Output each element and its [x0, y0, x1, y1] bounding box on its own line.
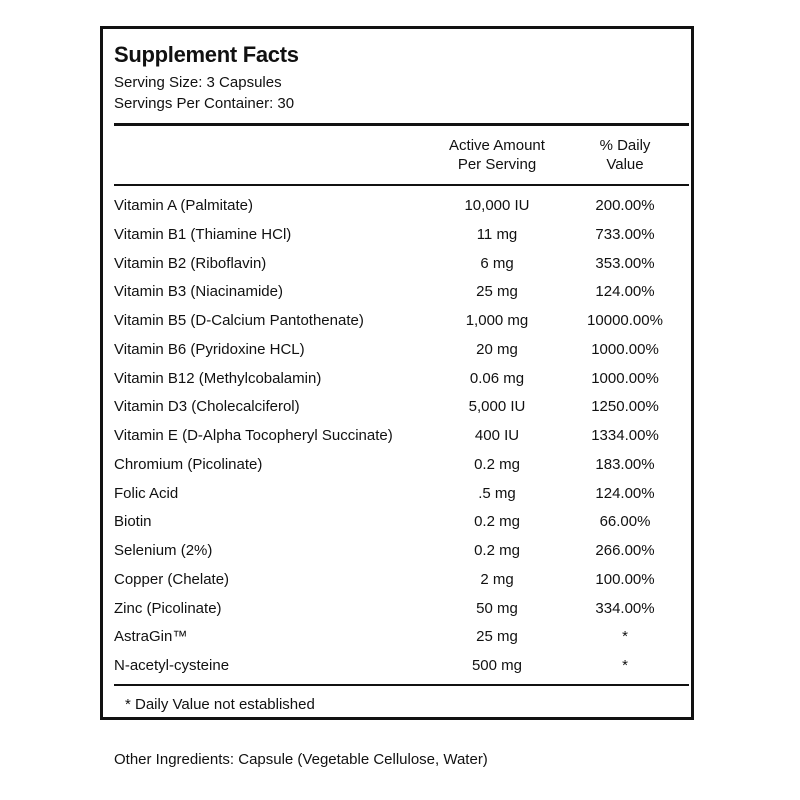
amount-per-serving: 50 mg	[476, 599, 518, 617]
column-header-dv-line1: % Daily	[599, 137, 651, 154]
nutrient-name: Biotin	[114, 513, 152, 531]
table-row: Selenium (2%) 0.2 mg 266.00%	[114, 537, 689, 566]
nutrient-name: Vitamin B1 (Thiamine HCl)	[114, 225, 292, 243]
daily-value-percent: 124.00%	[595, 484, 655, 502]
table-row: Vitamin B12 (Methylcobalamin) 0.06 mg 1000…	[114, 365, 689, 394]
servings-per-container: Servings Per Container: 30	[114, 95, 295, 112]
footnote: * Daily Value not established	[125, 696, 315, 713]
supplement-facts-panel: Supplement Facts Serving Size: 3 Capsule…	[100, 26, 694, 720]
daily-value-percent: 266.00%	[595, 542, 655, 559]
amount-per-serving: 25 mg	[476, 283, 518, 301]
nutrient-name: AstraGin™	[114, 628, 188, 646]
daily-value-percent: 200.00%	[595, 197, 655, 214]
serving-size: Serving Size: 3 Capsules	[114, 74, 282, 91]
nutrient-name: Chromium (Picolinate)	[114, 455, 263, 473]
amount-per-serving: 400 IU	[474, 427, 520, 444]
header-divider	[114, 184, 689, 186]
other-ingredients: Other Ingredients: Capsule (Vegetable Ce…	[114, 751, 488, 768]
daily-value-percent: 334.00%	[595, 599, 655, 617]
table-row: Vitamin B6 (Pyridoxine HCL) 20 mg 1000.00%	[114, 336, 689, 365]
panel-title: Supplement Facts	[114, 42, 299, 67]
daily-value-percent: 733.00%	[595, 225, 655, 243]
amount-per-serving: 10,000 IU	[464, 197, 530, 214]
table-row: N-acetyl-cysteine 500 mg *	[114, 652, 689, 681]
column-header-amount: Active Amount Per Serving	[425, 136, 569, 174]
table-row: Copper (Chelate) 2 mg 100.00%	[114, 566, 689, 595]
amount-per-serving: 20 mg	[476, 340, 518, 358]
table-row: Chromium (Picolinate) 0.2 mg 183.00%	[114, 451, 689, 480]
amount-per-serving: 500 mg	[471, 657, 523, 674]
table-row: Biotin 0.2 mg 66.00%	[114, 508, 689, 537]
footer-divider	[114, 684, 689, 686]
daily-value-percent: 66.00%	[599, 513, 651, 531]
amount-per-serving: 1,000 mg	[465, 312, 529, 329]
daily-value-percent: 1334.00%	[591, 427, 659, 444]
table-row: Vitamin B5 (D-Calcium Pantothenate) 1,000…	[114, 307, 689, 336]
table-row: Folic Acid .5 mg 124.00%	[114, 480, 689, 509]
column-header-amount-line1: Active Amount	[449, 137, 545, 154]
amount-per-serving: 0.2 mg	[474, 513, 520, 531]
thick-divider	[114, 123, 689, 126]
daily-value-percent: 10000.00%	[587, 312, 663, 329]
table-row: Vitamin E (D-Alpha Tocopheryl Succinate)…	[114, 422, 689, 451]
nutrient-name: Zinc (Picolinate)	[114, 599, 222, 617]
nutrient-name: Folic Acid	[114, 484, 179, 502]
amount-per-serving: 6 mg	[480, 254, 514, 272]
table-row: AstraGin™ 25 mg *	[114, 623, 689, 652]
nutrient-name: Vitamin A (Palmitate)	[114, 197, 253, 214]
amount-per-serving: 0.2 mg	[474, 542, 520, 559]
daily-value-percent: 1000.00%	[591, 340, 659, 358]
daily-value-percent: 353.00%	[595, 254, 655, 272]
nutrient-name: Selenium (2%)	[114, 542, 213, 559]
nutrient-name: Vitamin D3 (Cholecalciferol)	[114, 398, 300, 416]
nutrient-table: Vitamin A (Palmitate) 10,000 IU 200.00% Vit…	[114, 192, 689, 681]
daily-value-percent: *	[622, 657, 628, 674]
column-header-amount-line2: Per Serving	[457, 156, 537, 173]
daily-value-percent: 183.00%	[595, 455, 655, 473]
amount-per-serving: 0.2 mg	[474, 455, 520, 473]
amount-per-serving: .5 mg	[478, 484, 516, 502]
amount-per-serving: 25 mg	[476, 628, 518, 646]
daily-value-percent: 1250.00%	[591, 398, 659, 416]
nutrient-name: Vitamin B6 (Pyridoxine HCL)	[114, 340, 305, 358]
daily-value-percent: 1000.00%	[591, 369, 659, 387]
amount-per-serving: 0.06 mg	[469, 369, 525, 387]
table-row: Vitamin D3 (Cholecalciferol) 5,000 IU 1250…	[114, 393, 689, 422]
nutrient-name: Copper (Chelate)	[114, 570, 230, 588]
table-row: Vitamin A (Palmitate) 10,000 IU 200.00%	[114, 192, 689, 221]
amount-per-serving: 2 mg	[480, 570, 514, 588]
daily-value-percent: *	[622, 628, 628, 646]
amount-per-serving: 11 mg	[476, 225, 518, 243]
table-row: Vitamin B3 (Niacinamide) 25 mg 124.00%	[114, 278, 689, 307]
table-row: Vitamin B2 (Riboflavin) 6 mg 353.00%	[114, 250, 689, 279]
table-row: Vitamin B1 (Thiamine HCl) 11 mg 733.00%	[114, 221, 689, 250]
nutrient-name: Vitamin B5 (D-Calcium Pantothenate)	[114, 312, 364, 329]
nutrient-name: Vitamin B2 (Riboflavin)	[114, 254, 267, 272]
daily-value-percent: 100.00%	[595, 570, 655, 588]
amount-per-serving: 5,000 IU	[468, 398, 526, 416]
column-header-daily-value: % Daily Value	[573, 136, 677, 174]
nutrient-name: N-acetyl-cysteine	[114, 657, 230, 674]
nutrient-name: Vitamin B12 (Methylcobalamin)	[114, 369, 322, 387]
nutrient-name: Vitamin B3 (Niacinamide)	[114, 283, 283, 301]
table-row: Zinc (Picolinate) 50 mg 334.00%	[114, 595, 689, 624]
nutrient-name: Vitamin E (D-Alpha Tocopheryl Succinate)	[114, 427, 393, 444]
column-header-dv-line2: Value	[606, 156, 644, 173]
daily-value-percent: 124.00%	[595, 283, 655, 301]
